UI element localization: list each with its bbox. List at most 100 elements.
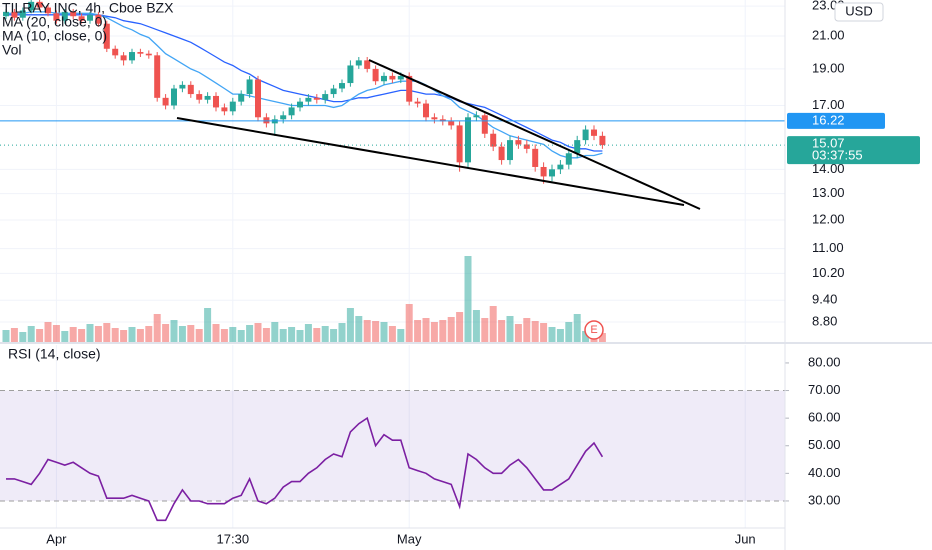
earnings-marker[interactable] <box>584 320 604 340</box>
candle-body <box>465 117 471 163</box>
candle-body <box>36 1 43 8</box>
price-line-box <box>787 112 885 129</box>
volume-bar <box>279 329 287 342</box>
volume-bar <box>447 317 455 342</box>
y-tick-label: 60.00 <box>808 410 841 425</box>
y-tick-label: 80.00 <box>808 354 841 369</box>
volume-bar <box>330 329 338 342</box>
candle-body <box>381 75 387 82</box>
y-tick-label: 11.00 <box>812 240 844 255</box>
volume-bar <box>145 326 153 342</box>
y-tick-label: 19.00 <box>812 60 845 75</box>
candle-body <box>87 14 93 21</box>
currency-label[interactable]: USD <box>845 3 872 18</box>
candle-body <box>229 101 236 112</box>
y-tick-label: 8.80 <box>812 313 837 328</box>
candle-body <box>28 1 35 11</box>
candle-body <box>347 65 354 84</box>
volume-bar <box>548 327 556 342</box>
candle-body <box>423 103 429 118</box>
volume-bar <box>304 324 312 342</box>
volume-bar <box>506 316 514 342</box>
candle-body <box>263 117 270 124</box>
volume-bar <box>498 320 506 342</box>
volume-bar <box>355 316 363 342</box>
y-tick-label: 70.00 <box>808 382 841 397</box>
candle-body <box>187 84 194 95</box>
volume-bar <box>523 318 531 342</box>
candle-body <box>591 129 597 136</box>
ma-line <box>6 11 603 159</box>
volume-bar <box>120 330 128 342</box>
candle-body <box>481 115 488 134</box>
candle-body <box>456 125 463 163</box>
candle-body <box>565 153 572 165</box>
candle-body <box>162 97 169 106</box>
volume-bar <box>288 327 296 342</box>
volume-bar <box>153 314 161 342</box>
y-tick-label: 10.20 <box>812 265 845 280</box>
volume-bar <box>254 323 262 342</box>
price-line-label: 16.22 <box>812 112 845 127</box>
candle-body <box>95 14 102 24</box>
candle-body <box>11 11 18 18</box>
candle-body <box>582 129 589 141</box>
candle-body <box>129 52 135 61</box>
candle-body <box>523 144 530 149</box>
volume-bar <box>204 308 212 342</box>
volume-bar <box>464 256 472 342</box>
candle-body <box>19 10 26 18</box>
volume-bar <box>296 330 304 342</box>
candle-body <box>431 117 438 120</box>
volume-bar <box>262 328 270 342</box>
volume-bar <box>338 323 346 342</box>
candle-body <box>238 94 245 102</box>
candle-body <box>313 97 320 100</box>
volume-bar <box>111 328 119 342</box>
volume-bar <box>69 327 77 342</box>
volume-bar <box>19 332 27 342</box>
candle-body <box>53 13 60 21</box>
candle-body <box>145 53 152 56</box>
y-tick-label: 21.00 <box>812 27 845 42</box>
chart-title: TILRAY INC, 4h, Cboe BZX <box>2 0 174 16</box>
volume-bar <box>237 330 245 342</box>
candle-body <box>439 119 446 122</box>
candle-body <box>355 60 362 66</box>
candle-body <box>179 84 186 89</box>
legend-entry: MA (10, close, 0) <box>2 28 107 44</box>
trend-line <box>176 117 685 206</box>
volume-bar <box>380 322 388 342</box>
rsi-title: RSI (14, close) <box>8 346 101 362</box>
volume-bar <box>472 310 480 342</box>
earnings-label[interactable]: E <box>590 324 597 336</box>
volume-bar <box>405 304 413 342</box>
volume-bar <box>439 320 447 342</box>
currency-button[interactable] <box>834 2 884 22</box>
candle-body <box>557 164 564 170</box>
volume-bar <box>103 323 111 342</box>
y-tick-label: 17.00 <box>812 97 845 112</box>
candle-body <box>339 83 345 89</box>
candle-body <box>112 48 119 56</box>
volume-bar <box>229 327 237 342</box>
volume-bar <box>414 320 422 342</box>
volume-bar <box>346 308 354 342</box>
candle-body <box>61 11 68 21</box>
volume-bar <box>178 326 186 342</box>
rsi-band <box>0 390 785 501</box>
candle-body <box>280 115 287 120</box>
last-price-label: 15.07 <box>812 136 845 151</box>
candle-body <box>322 94 329 100</box>
candle-body <box>221 107 228 112</box>
candle-body <box>540 166 547 177</box>
volume-bar <box>212 324 220 342</box>
candle-body <box>255 79 261 118</box>
volume-bar <box>187 325 195 342</box>
candle-body <box>103 23 110 49</box>
volume-bar <box>195 329 203 342</box>
volume-bar <box>363 320 371 342</box>
volume-bar <box>388 326 396 342</box>
y-tick-label: 50.00 <box>808 437 841 452</box>
